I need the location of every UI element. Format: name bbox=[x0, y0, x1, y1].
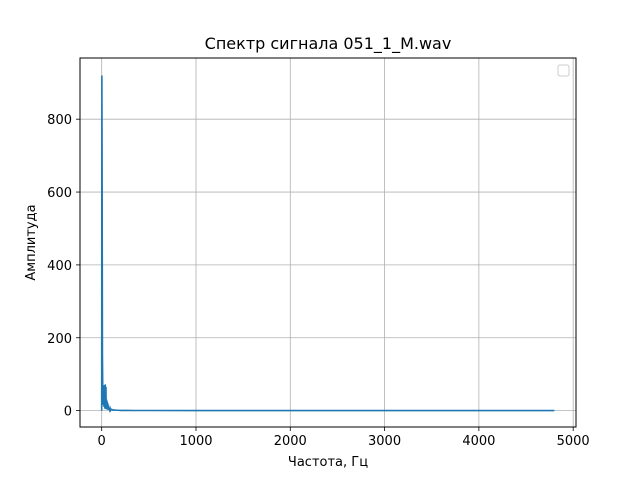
y-tick-label: 200 bbox=[47, 332, 72, 347]
y-tick-label: 800 bbox=[47, 113, 72, 128]
legend-box bbox=[557, 64, 570, 77]
x-tick-label: 0 bbox=[98, 434, 106, 449]
x-tick-label: 2000 bbox=[274, 434, 307, 449]
chart-title: Спектр сигнала 051_1_M.wav bbox=[205, 34, 452, 54]
ticks: 0 1000 2000 3000 4000 5000 0 200 400 600 800 bbox=[47, 113, 590, 449]
y-tick-label: 0 bbox=[64, 405, 72, 420]
x-axis-label: Частота, Гц bbox=[288, 455, 368, 470]
plot-series bbox=[100, 75, 555, 413]
x-tick-label: 4000 bbox=[462, 434, 495, 449]
spectrum-line-0 bbox=[100, 75, 555, 413]
y-tick-label: 400 bbox=[47, 259, 72, 274]
x-tick-label: 1000 bbox=[179, 434, 212, 449]
x-tick-label: 3000 bbox=[368, 434, 401, 449]
x-tick-label: 5000 bbox=[557, 434, 590, 449]
y-tick-label: 600 bbox=[47, 186, 72, 201]
axes-frame bbox=[79, 57, 577, 428]
y-axis-label: Амплитуда bbox=[24, 204, 39, 280]
